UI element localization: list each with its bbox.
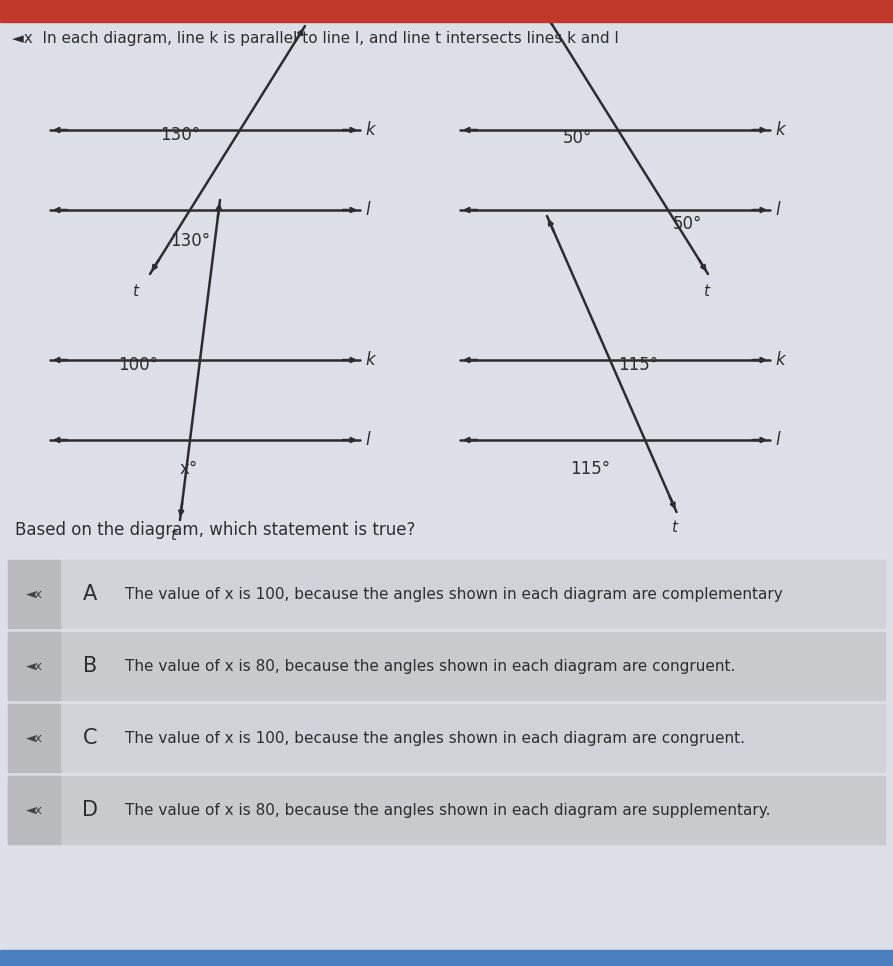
Text: C: C bbox=[83, 728, 97, 748]
Bar bbox=[8, 704, 885, 772]
Text: k: k bbox=[775, 121, 785, 139]
Text: The value of x is 100, because the angles shown in each diagram are congruent.: The value of x is 100, because the angle… bbox=[125, 730, 745, 746]
Text: l: l bbox=[365, 201, 370, 219]
Text: t: t bbox=[703, 284, 709, 299]
Bar bbox=[0, 950, 893, 966]
Text: 130°: 130° bbox=[160, 126, 200, 144]
Text: k: k bbox=[365, 121, 375, 139]
Text: The value of x is 100, because the angles shown in each diagram are complementar: The value of x is 100, because the angle… bbox=[125, 586, 783, 602]
Bar bbox=[8, 560, 885, 628]
Text: l: l bbox=[365, 431, 370, 449]
Bar bbox=[8, 560, 60, 628]
Bar bbox=[0, 0, 893, 22]
Bar bbox=[8, 776, 60, 844]
Text: 130°: 130° bbox=[170, 232, 210, 250]
Text: Based on the diagram, which statement is true?: Based on the diagram, which statement is… bbox=[15, 521, 415, 539]
Text: t: t bbox=[132, 284, 138, 299]
Text: A: A bbox=[83, 584, 97, 604]
Bar bbox=[8, 704, 60, 772]
Text: ◄x: ◄x bbox=[26, 587, 43, 601]
Text: 100°: 100° bbox=[118, 356, 158, 374]
Text: ◄x  In each diagram, line k is parallel to line l, and line t intersects lines k: ◄x In each diagram, line k is parallel t… bbox=[12, 31, 619, 45]
Bar bbox=[8, 632, 60, 700]
Text: B: B bbox=[83, 656, 97, 676]
Text: k: k bbox=[365, 351, 375, 369]
Text: x°: x° bbox=[180, 460, 198, 478]
Text: 50°: 50° bbox=[563, 129, 592, 147]
Text: ◄x: ◄x bbox=[26, 731, 43, 745]
Text: 50°: 50° bbox=[673, 215, 703, 233]
Text: 115°: 115° bbox=[570, 460, 610, 478]
Text: D: D bbox=[82, 800, 98, 820]
Text: l: l bbox=[775, 201, 780, 219]
Text: ◄x: ◄x bbox=[26, 804, 43, 816]
Bar bbox=[8, 776, 885, 844]
Bar bbox=[8, 632, 885, 700]
Text: 115°: 115° bbox=[618, 356, 658, 374]
Text: ◄x: ◄x bbox=[26, 660, 43, 672]
Text: k: k bbox=[775, 351, 785, 369]
Text: The value of x is 80, because the angles shown in each diagram are supplementary: The value of x is 80, because the angles… bbox=[125, 803, 771, 817]
Text: l: l bbox=[775, 431, 780, 449]
Text: t: t bbox=[170, 528, 176, 543]
Text: The value of x is 80, because the angles shown in each diagram are congruent.: The value of x is 80, because the angles… bbox=[125, 659, 735, 673]
Text: t: t bbox=[672, 520, 678, 535]
